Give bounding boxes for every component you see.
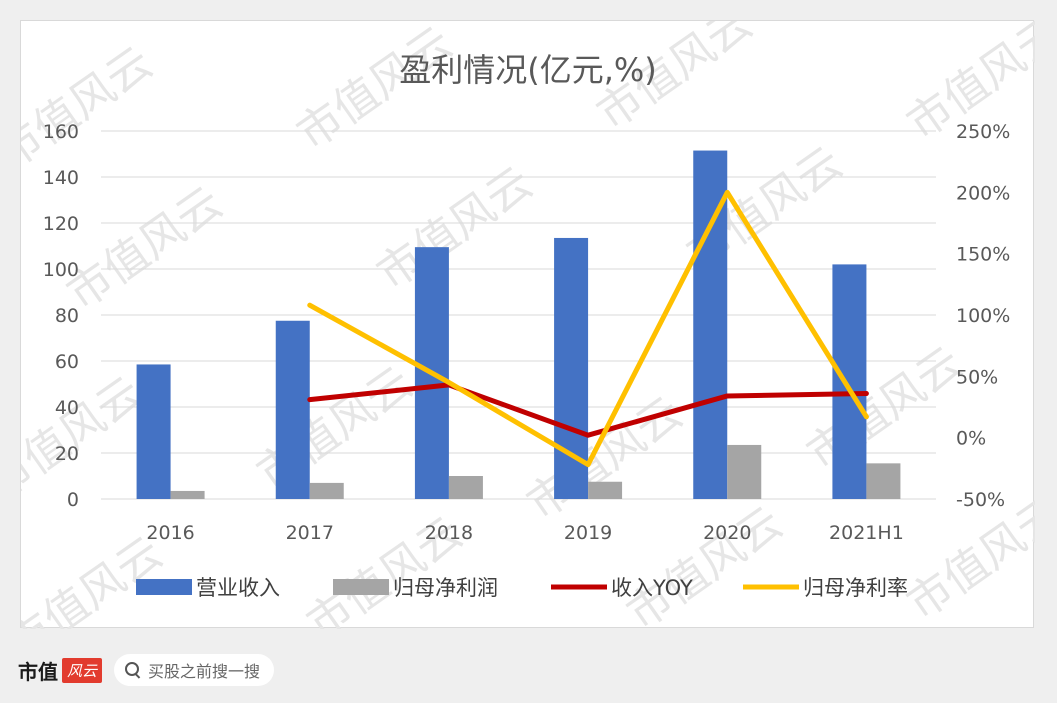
legend-label: 归母净利率: [803, 576, 908, 600]
bar-net-profit: [866, 463, 901, 499]
bar-net-profit: [309, 482, 344, 499]
bar-net-profit: [448, 476, 483, 499]
y-left-tick-label: 140: [43, 167, 79, 189]
x-tick-label: 2016: [146, 522, 194, 544]
chart-title: 盈利情况(亿元,%): [399, 51, 657, 89]
bar-net-profit: [170, 490, 205, 499]
y-right-tick-label: 200%: [956, 182, 1010, 204]
watermark-text: 市值风云: [58, 177, 231, 320]
y-left-tick-label: 80: [55, 305, 79, 327]
y-right-tick-label: -50%: [956, 489, 1005, 511]
watermark-text: 市值风云: [21, 37, 161, 180]
x-tick-label: 2018: [425, 522, 473, 544]
watermark-text: 市值风云: [518, 387, 691, 530]
y-left-tick-label: 100: [43, 259, 79, 281]
footer-bar: 市值 风云 买股之前搜一搜: [18, 652, 275, 688]
y-right-tick-label: 100%: [956, 305, 1010, 327]
watermark-text: 市值风云: [288, 21, 461, 160]
x-tick-label: 2019: [564, 522, 612, 544]
brand-logo: 风云: [62, 657, 103, 683]
x-tick-label: 2021H1: [829, 522, 904, 544]
x-tick-label: 2017: [286, 522, 334, 544]
y-left-tick-label: 40: [55, 397, 79, 419]
y-left-tick-label: 20: [55, 443, 79, 465]
search-icon: [124, 661, 142, 679]
legend-swatch: [333, 579, 389, 595]
watermark-text: 市值风云: [368, 157, 541, 300]
y-left-tick-label: 60: [55, 351, 79, 373]
y-right-tick-label: 50%: [956, 366, 998, 388]
series-line-net-margin: [307, 189, 869, 468]
bar-revenue: [275, 320, 310, 499]
watermark-text: 市值风云: [21, 367, 151, 510]
legend-swatch: [136, 579, 192, 595]
bar-revenue: [136, 364, 171, 499]
watermark-text: 市值风云: [618, 497, 791, 629]
watermark-text: 市值风云: [248, 357, 421, 500]
x-tick-label: 2020: [703, 522, 751, 544]
y-left-tick-label: 160: [43, 121, 79, 143]
y-right-tick-label: 150%: [956, 244, 1010, 266]
brand-name: 市值: [18, 659, 58, 684]
chart-card: 市值风云 市值风云 市值风云 市值风云 市值风云 市值风云 市值风云 市值风云 市值风云 市值风云…: [20, 20, 1035, 629]
y-left-tick-label: 120: [43, 213, 79, 235]
y-left-tick-label: 0: [67, 489, 79, 511]
legend-label: 收入YOY: [611, 576, 693, 600]
watermark-text: 市值风云: [798, 337, 971, 480]
search-placeholder: 买股之前搜一搜: [148, 662, 261, 681]
bar-net-profit: [727, 444, 762, 499]
legend-label: 营业收入: [196, 576, 280, 600]
y-right-tick-label: 0%: [956, 428, 986, 450]
y-right-tick-label: 250%: [956, 121, 1010, 143]
bar-revenue: [832, 264, 867, 499]
search-box[interactable]: 买股之前搜一搜: [114, 654, 275, 686]
bar-net-profit: [588, 481, 623, 499]
series-line-revenue-yoy: [307, 382, 869, 438]
legend-label: 归母净利润: [393, 576, 498, 600]
